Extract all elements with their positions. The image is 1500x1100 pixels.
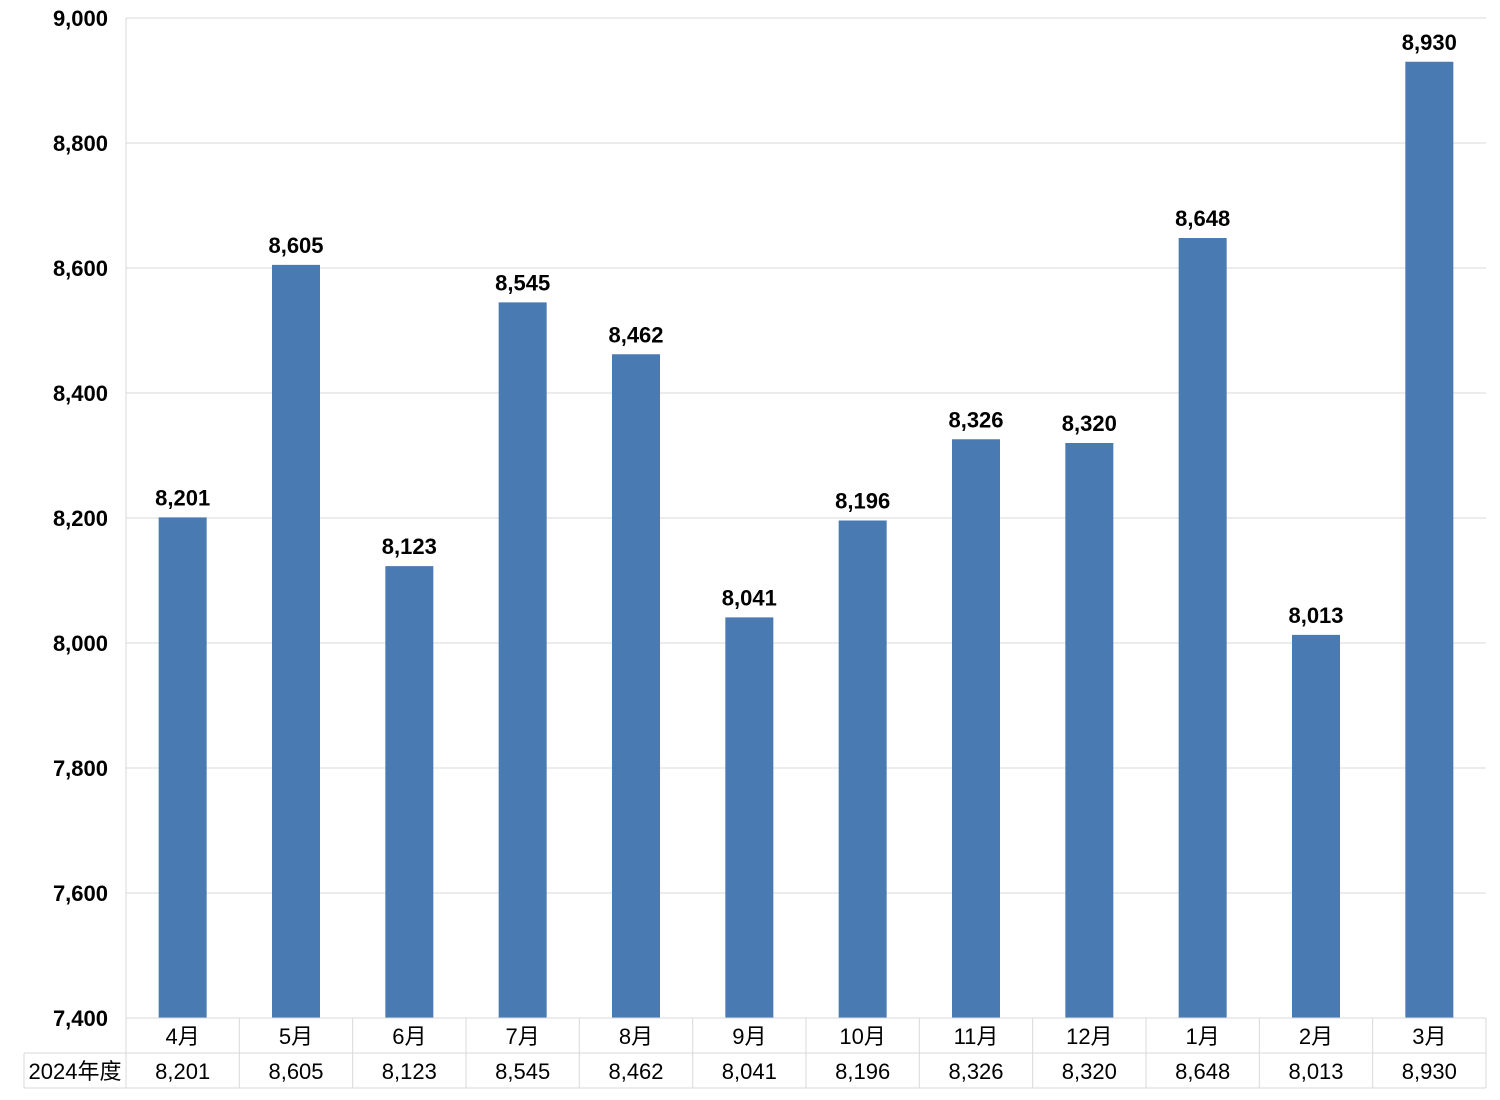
data-label: 8,326 (948, 407, 1003, 432)
y-tick-label: 7,400 (53, 1006, 108, 1031)
category-label: 12月 (1066, 1024, 1112, 1049)
bar (1405, 61, 1454, 1018)
y-tick-label: 8,800 (53, 131, 108, 156)
data-label: 8,196 (835, 489, 890, 514)
table-value: 8,462 (608, 1059, 663, 1084)
bar (612, 354, 660, 1018)
table-value: 8,013 (1288, 1059, 1343, 1084)
category-label: 11月 (954, 1024, 999, 1049)
y-tick-label: 7,600 (53, 881, 108, 906)
data-label: 8,545 (495, 270, 550, 295)
data-label: 8,123 (382, 534, 437, 559)
data-label: 8,201 (155, 485, 210, 510)
table-value: 8,930 (1402, 1059, 1457, 1084)
y-tick-label: 8,200 (53, 506, 108, 531)
table-value: 8,201 (155, 1059, 210, 1084)
bar (158, 517, 207, 1018)
table-value: 8,605 (268, 1059, 323, 1084)
data-table: 2024年度 4月 8,201 5月 8,605 6月 8,123 7月 8,545 8月 8,46… (23, 18, 1487, 1089)
bars (158, 61, 1454, 1018)
category-label: 3月 (1412, 1024, 1446, 1049)
data-labels: 8,201 8,605 8,123 8,545 8,462 8,041 8,196 8,326… (155, 30, 1457, 628)
category-label: 8月 (619, 1024, 653, 1049)
bar (725, 617, 774, 1018)
category-label: 4月 (166, 1024, 200, 1049)
gridlines (126, 17, 1486, 894)
table-value: 8,648 (1175, 1059, 1230, 1084)
series-name: 2024年度 (29, 1059, 122, 1084)
category-label: 2月 (1299, 1024, 1333, 1049)
bar (385, 566, 434, 1018)
bar (1178, 238, 1227, 1018)
category-label: 5月 (279, 1024, 313, 1049)
bar (1065, 443, 1114, 1018)
table-value: 8,196 (835, 1059, 890, 1084)
table-value: 8,123 (382, 1059, 437, 1084)
bar (838, 520, 887, 1018)
category-label: 10月 (839, 1024, 885, 1049)
category-label: 6月 (392, 1024, 426, 1049)
bar (272, 264, 320, 1018)
category-label: 9月 (732, 1024, 766, 1049)
y-tick-label: 8,000 (53, 631, 108, 656)
table-value: 8,320 (1062, 1059, 1117, 1084)
data-label: 8,605 (268, 233, 323, 258)
data-label: 8,648 (1175, 206, 1230, 231)
data-label: 8,462 (608, 322, 663, 347)
y-tick-label: 9,000 (53, 6, 108, 31)
category-label: 1月 (1186, 1024, 1220, 1049)
y-tick-label: 8,600 (53, 256, 108, 281)
bar (952, 439, 1000, 1018)
data-label: 8,930 (1402, 30, 1457, 55)
data-label: 8,320 (1062, 411, 1117, 436)
category-label: 7月 (506, 1024, 540, 1049)
y-tick-label: 8,400 (53, 381, 108, 406)
y-tick-label: 7,800 (53, 756, 108, 781)
table-value: 8,041 (722, 1059, 777, 1084)
table-value: 8,545 (495, 1059, 550, 1084)
data-label: 8,013 (1288, 603, 1343, 628)
bar (498, 302, 547, 1018)
bar (1292, 634, 1340, 1018)
y-axis-ticks: 7,400 7,600 7,800 8,000 8,200 8,400 8,600 8,800… (53, 6, 108, 1031)
data-label: 8,041 (722, 585, 777, 610)
table-value: 8,326 (948, 1059, 1003, 1084)
